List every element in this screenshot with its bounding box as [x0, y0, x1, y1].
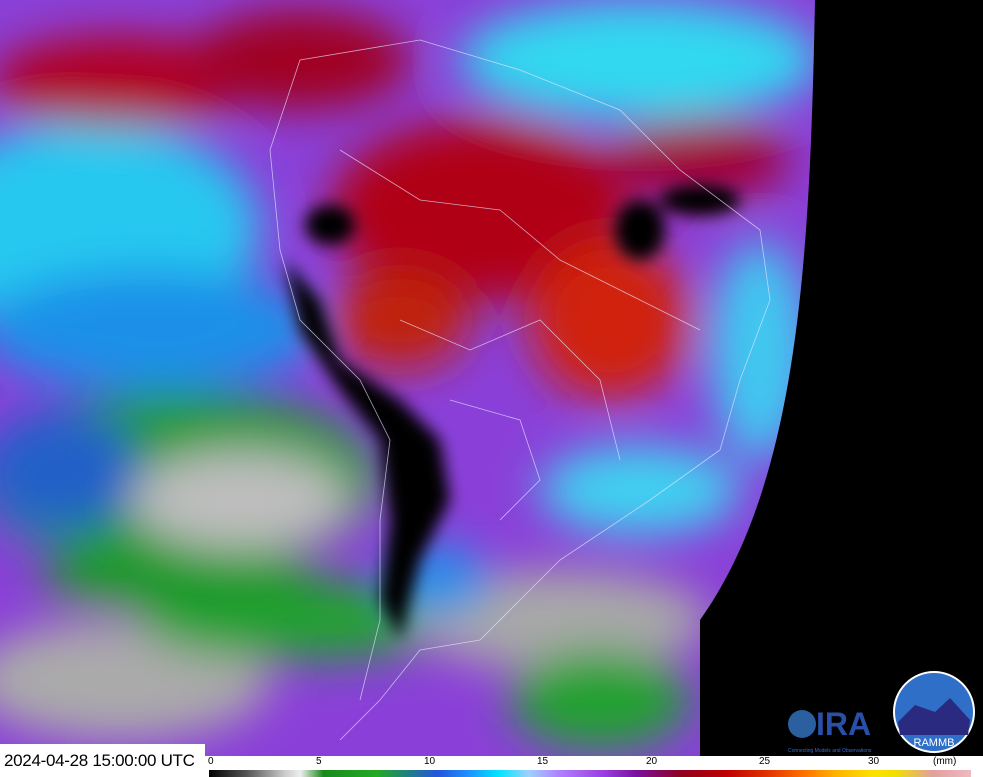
svg-text:IRA: IRA — [816, 706, 871, 742]
colorbar-legend: 0 5 10 15 20 25 30 (mm) — [205, 756, 983, 777]
country-borders — [269, 39, 771, 741]
colorbar-tick: 30 — [868, 756, 880, 767]
svg-text:Connecting Models and Observat: Connecting Models and Observations — [788, 748, 872, 754]
colorbar-tick: 15 — [537, 756, 549, 767]
cira-logo: IRA Connecting Models and Observations — [788, 706, 872, 754]
colorbar-unit: (mm) — [933, 756, 957, 767]
rammb-logo: RAMMB — [893, 671, 975, 753]
colorbar-tick: 25 — [759, 756, 771, 767]
colorbar-tick: 20 — [646, 756, 658, 767]
colorbar-tick: 10 — [424, 756, 436, 767]
colorbar-tick: 5 — [316, 756, 322, 767]
colorbar-gradient — [209, 770, 971, 777]
svg-text:RAMMB: RAMMB — [914, 737, 955, 749]
timestamp-label: 2024-04-28 15:00:00 UTC — [0, 744, 205, 777]
colorbar-tick: 0 — [208, 756, 214, 767]
